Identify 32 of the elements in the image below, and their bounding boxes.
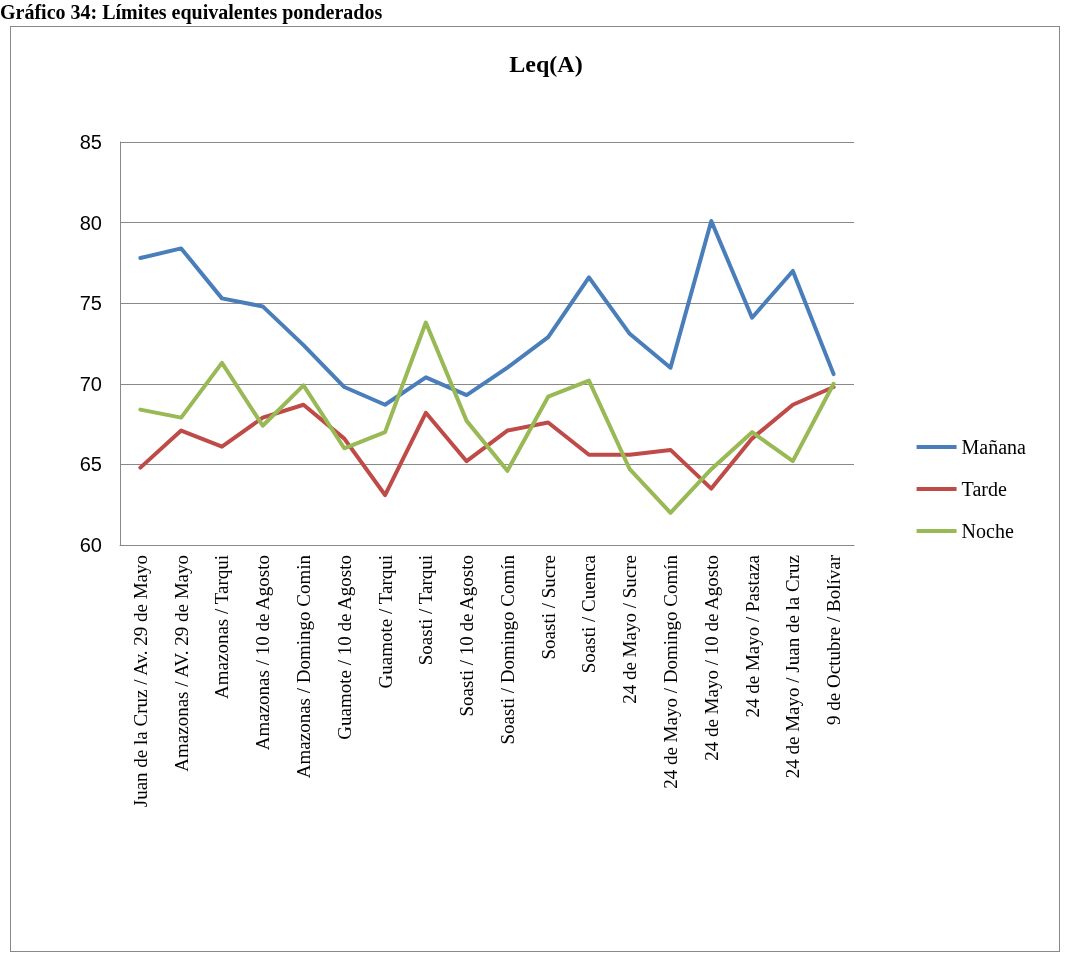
x-tick-label: 24 de Mayo / Domingo Comín xyxy=(660,554,681,789)
x-tick-label: 24 de Mayo / Pastaza xyxy=(741,554,763,718)
y-tick-label: 60 xyxy=(79,534,102,556)
x-tick-label: Soasti / 10 de Agosto xyxy=(456,555,478,717)
legend-label: Tarde xyxy=(961,478,1007,500)
x-tick-label: Guamote / 10 de Agosto xyxy=(333,555,355,740)
y-tick-label: 85 xyxy=(79,131,102,153)
legend-label: Noche xyxy=(961,520,1014,542)
y-tick-label: 80 xyxy=(79,211,102,234)
line-series xyxy=(138,385,836,498)
chart-title: Leq(A) xyxy=(509,51,583,77)
text: Gráfico 34: Límites equivalentes ponderados xyxy=(0,0,383,24)
x-tick-label: 24 de Mayo / 10 de Agosto xyxy=(700,555,722,761)
x-tick-label: Soasti / Cuenca xyxy=(578,554,600,674)
x-tick-label: Amazonas / Tarqui xyxy=(211,555,233,699)
x-tick-label: Amazonas / 10 de Agosto xyxy=(252,555,274,751)
x-tick-label: Amazonas / AV. 29 de Mayo xyxy=(170,555,192,772)
x-tick-label: Soasti / Sucre xyxy=(537,555,559,660)
x-tick-label: Amazonas / Domingo Comin xyxy=(293,554,314,779)
y-tick-label: 65 xyxy=(79,453,102,476)
x-tick-label: Guamote / Tarqui xyxy=(374,555,396,689)
x-tick-label: 24 de Mayo / Sucre xyxy=(619,555,641,704)
line-series xyxy=(138,218,836,407)
x-tick-label: Juan de la Cruz / Av. 29 de Mayo xyxy=(129,555,151,808)
line-series xyxy=(138,320,836,515)
x-tick-label: 24 de Mayo / Juan de la Cruz xyxy=(782,555,804,779)
legend-label: Mañana xyxy=(961,436,1027,458)
x-tick-label: Soasti / Domingo Comín xyxy=(496,554,518,745)
x-tick-label: 9 de Octubre / Bolívar xyxy=(823,554,845,725)
x-tick-label: Soasti / Tarqui xyxy=(415,555,437,666)
y-tick-label: 70 xyxy=(79,372,102,395)
y-tick-label: 75 xyxy=(79,292,102,315)
